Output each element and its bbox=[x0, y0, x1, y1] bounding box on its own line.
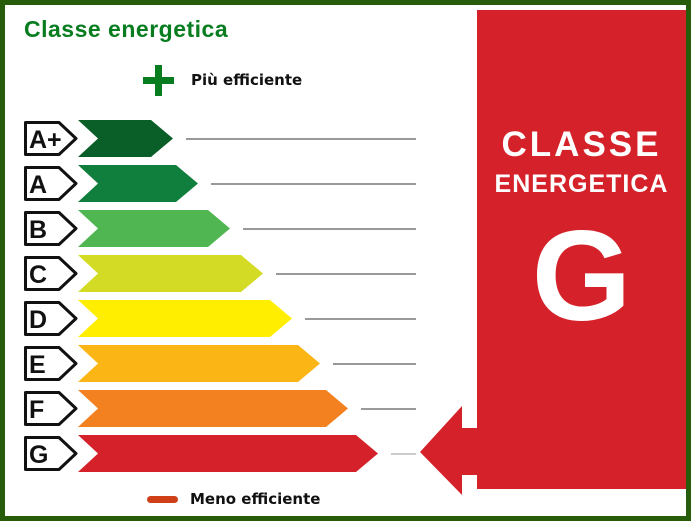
class-bar bbox=[78, 390, 348, 427]
reference-line bbox=[276, 273, 416, 275]
panel-title-line2: ENERGETICA bbox=[494, 169, 669, 198]
class-bar bbox=[78, 345, 320, 382]
rating-arrow-icon bbox=[420, 406, 484, 495]
class-bar bbox=[78, 255, 263, 292]
energy-class-row: D bbox=[5, 300, 485, 337]
svg-text:C: C bbox=[29, 261, 47, 289]
reference-line bbox=[361, 408, 416, 410]
reference-line bbox=[211, 183, 416, 185]
class-letter-tag: C bbox=[24, 256, 78, 291]
reference-line bbox=[333, 363, 416, 365]
class-bar bbox=[78, 165, 198, 202]
energy-class-row: F bbox=[5, 390, 485, 427]
svg-text:B: B bbox=[29, 216, 47, 244]
energy-class-row: B bbox=[5, 210, 485, 247]
svg-text:D: D bbox=[29, 306, 47, 334]
reference-line bbox=[243, 228, 416, 230]
rating-value: G bbox=[531, 204, 632, 348]
class-letter-tag: D bbox=[24, 301, 78, 336]
class-letter-tag: E bbox=[24, 346, 78, 381]
energy-class-row: C bbox=[5, 255, 485, 292]
energy-class-row: G bbox=[5, 435, 485, 472]
svg-text:E: E bbox=[29, 351, 46, 379]
class-letter-tag: F bbox=[24, 391, 78, 426]
energy-class-row: A+ bbox=[5, 120, 485, 157]
less-efficient-label: Meno efficiente bbox=[190, 490, 321, 508]
class-bar bbox=[78, 300, 292, 337]
more-efficient-label: Più efficiente bbox=[191, 71, 303, 89]
class-bar bbox=[78, 435, 378, 472]
minus-icon bbox=[147, 495, 178, 503]
rating-panel: CLASSE ENERGETICA G bbox=[477, 10, 686, 489]
energy-class-row: E bbox=[5, 345, 485, 382]
class-letter-tag: A bbox=[24, 166, 78, 201]
panel-title-line1: CLASSE bbox=[501, 125, 662, 164]
svg-text:F: F bbox=[29, 396, 44, 424]
class-bar bbox=[78, 120, 173, 157]
svg-text:A: A bbox=[29, 171, 47, 199]
legend-less-efficient: Meno efficiente bbox=[147, 484, 320, 514]
reference-line bbox=[391, 453, 416, 455]
legend-more-efficient: Più efficiente bbox=[143, 63, 302, 97]
plus-icon bbox=[143, 64, 174, 96]
svg-text:A+: A+ bbox=[29, 126, 62, 154]
class-letter-tag: B bbox=[24, 211, 78, 246]
reference-line bbox=[186, 138, 416, 140]
page-title: Classe energetica bbox=[24, 16, 229, 42]
class-letter-tag: A+ bbox=[24, 121, 78, 156]
energy-class-row: A bbox=[5, 165, 485, 202]
class-bar bbox=[78, 210, 230, 247]
svg-text:G: G bbox=[29, 441, 48, 469]
class-letter-tag: G bbox=[24, 436, 78, 471]
reference-line bbox=[305, 318, 416, 320]
